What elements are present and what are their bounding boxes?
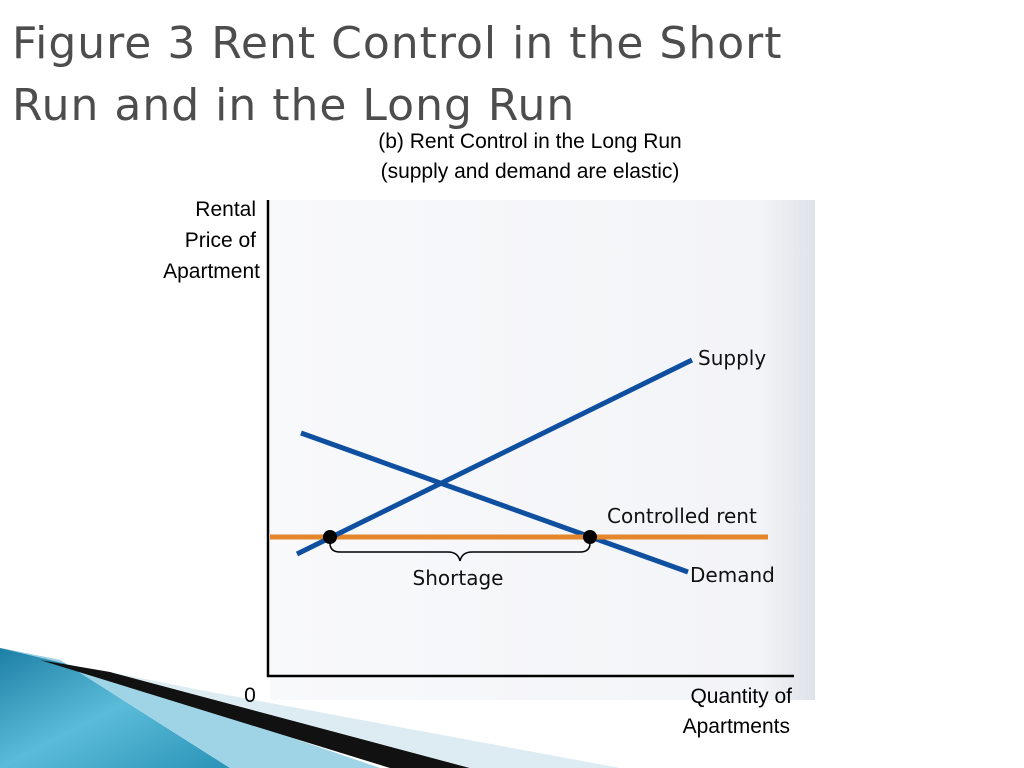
y-axis-label: Price of [185, 229, 256, 252]
demand-curve [300, 430, 689, 575]
supply-curve [295, 357, 694, 557]
panel-title: (supply and demand are elastic) [381, 160, 680, 183]
origin-label: 0 [244, 684, 256, 707]
title: Figure 3 Rent Control in the Short [12, 18, 783, 69]
y-axis-label: Rental [195, 198, 256, 221]
point [323, 530, 337, 544]
y-axis-label: Apartment [163, 260, 260, 283]
plot-background [270, 200, 815, 700]
decoration [0, 648, 620, 768]
title: Run and in the Long Run [12, 80, 575, 131]
brace [329, 542, 591, 562]
x-axis-label: Quantity of [690, 685, 792, 708]
supply-label: Supply [698, 346, 766, 370]
point [583, 530, 597, 544]
demand-label: Demand [690, 563, 775, 587]
panel-title: (b) Rent Control in the Long Run [378, 130, 682, 153]
shortage-label: Shortage [413, 566, 504, 590]
controlled-rent-label: Controlled rent [607, 504, 757, 528]
x-axis-label: Apartments [683, 715, 790, 738]
